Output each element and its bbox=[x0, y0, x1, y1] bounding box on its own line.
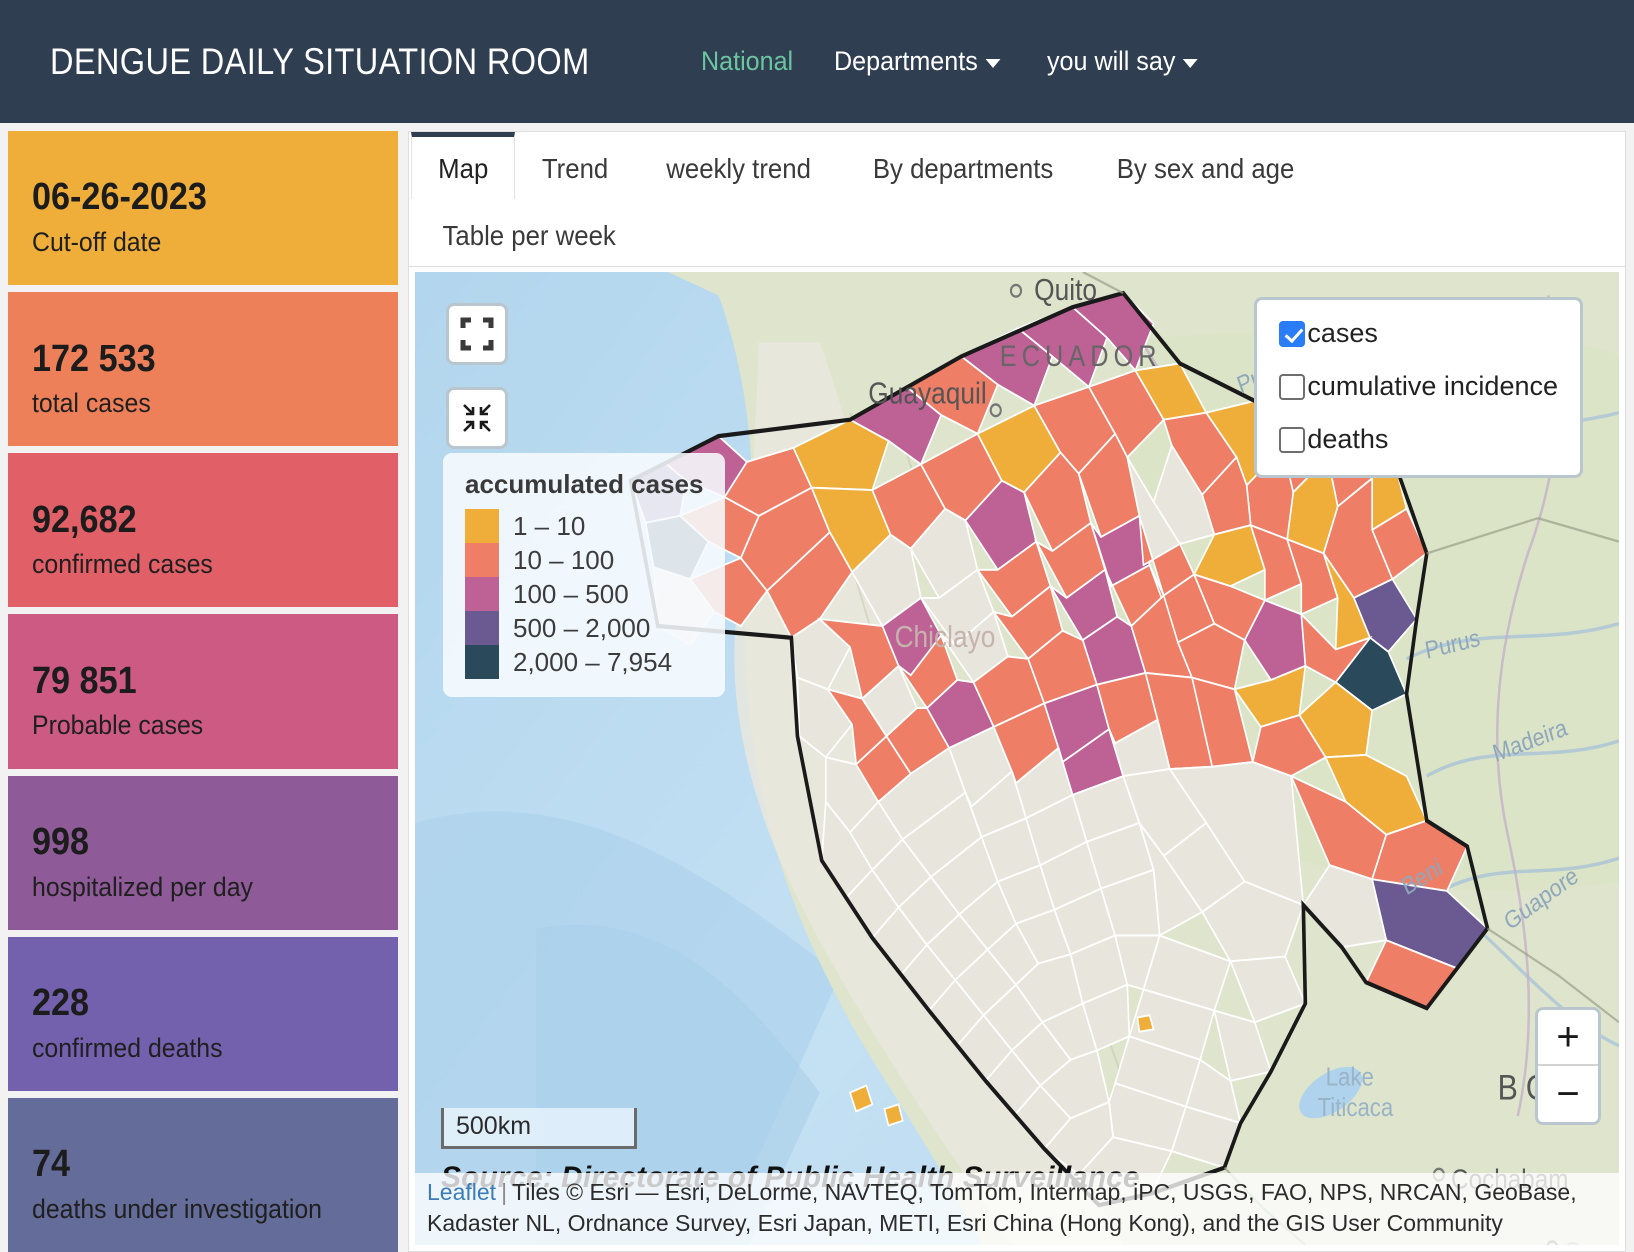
legend-label: 2,000 – 7,954 bbox=[513, 646, 673, 677]
legend-title: accumulated cases bbox=[465, 469, 704, 499]
stat-value: 998 bbox=[32, 820, 90, 863]
tab-map[interactable]: Map bbox=[411, 132, 516, 199]
svg-text:Chiclayo: Chiclayo bbox=[895, 620, 996, 654]
legend-swatch bbox=[465, 577, 499, 611]
layer-option-cumulative-incidence[interactable]: cumulative incidence bbox=[1279, 371, 1558, 402]
attribution-line-1: Leaflet | Tiles © Esri — Esri, DeLorme, NA… bbox=[427, 1177, 1607, 1208]
tab-table-per-week[interactable]: Table per week bbox=[411, 199, 1623, 266]
layer-control: cases cumulative incidence deaths bbox=[1254, 297, 1583, 478]
chevron-down-icon bbox=[1182, 59, 1198, 68]
legend-swatch bbox=[465, 543, 499, 577]
zoom-out-button[interactable]: − bbox=[1538, 1066, 1598, 1122]
svg-text:Lake: Lake bbox=[1326, 1063, 1374, 1092]
layer-option-cases[interactable]: cases bbox=[1279, 318, 1558, 349]
legend-item: 1 – 10 bbox=[465, 509, 703, 543]
tab-label: By departments bbox=[872, 153, 1054, 184]
legend-swatch bbox=[465, 611, 499, 645]
stat-value: 74 bbox=[32, 1143, 71, 1186]
svg-text:Quito: Quito bbox=[1034, 273, 1097, 307]
stat-card-deaths-under-investigation: 74 deaths under investigation bbox=[8, 1097, 398, 1252]
stat-label: confirmed deaths bbox=[32, 1032, 223, 1063]
legend-item: 500 – 2,000 bbox=[465, 611, 703, 645]
legend-swatch bbox=[465, 645, 499, 679]
svg-text:Titicaca: Titicaca bbox=[1317, 1094, 1393, 1123]
layer-label: cumulative incidence bbox=[1307, 371, 1558, 401]
layer-label: deaths bbox=[1307, 424, 1389, 454]
stats-sidebar: 06-26-2023 Cut-off date 172 533 total ca… bbox=[8, 131, 398, 1252]
stat-card-confirmed-cases: 92,682 confirmed cases bbox=[8, 453, 398, 608]
stat-label: Probable cases bbox=[32, 710, 204, 741]
tab-bar: Map Trend weekly trend By departments By… bbox=[409, 132, 1625, 267]
tab-label: By sex and age bbox=[1116, 153, 1295, 184]
tab-label: Map bbox=[438, 153, 489, 184]
nav-item-you-will-say[interactable]: you will say bbox=[1047, 46, 1198, 77]
layer-label: cases bbox=[1307, 318, 1378, 348]
legend-label: 100 – 500 bbox=[513, 578, 629, 609]
stat-label: confirmed cases bbox=[32, 549, 213, 580]
top-navbar: DENGUE DAILY SITUATION ROOM National Dep… bbox=[0, 0, 1634, 123]
zoom-control: + − bbox=[1535, 1007, 1601, 1125]
chevron-down-icon bbox=[985, 59, 1001, 68]
svg-text:Guayaquil: Guayaquil bbox=[868, 377, 986, 411]
stat-value: 228 bbox=[32, 982, 90, 1025]
tab-weekly-trend[interactable]: weekly trend bbox=[636, 132, 841, 199]
legend-swatch bbox=[465, 509, 499, 543]
stat-card-total-cases: 172 533 total cases bbox=[8, 292, 398, 447]
country-boundary bbox=[628, 290, 1490, 1208]
stat-card-hospitalized: 998 hospitalized per day bbox=[8, 775, 398, 930]
stat-label: total cases bbox=[32, 388, 151, 419]
nav-label-you-will-say: you will say bbox=[1046, 46, 1176, 76]
fullscreen-button[interactable] bbox=[446, 303, 508, 365]
app-title: DENGUE DAILY SITUATION ROOM bbox=[50, 40, 590, 82]
legend-item: 2,000 – 7,954 bbox=[465, 645, 703, 679]
stat-value: 79 851 bbox=[32, 659, 137, 702]
tab-label: Trend bbox=[542, 153, 609, 184]
stat-value: 92,682 bbox=[32, 498, 137, 541]
attribution-separator: | bbox=[501, 1178, 508, 1205]
attribution-line-2: Kadaster NL, Ordnance Survey, Esri Japan… bbox=[427, 1209, 1503, 1236]
stat-card-cutoff-date: 06-26-2023 Cut-off date bbox=[8, 131, 398, 286]
stat-label: hospitalized per day bbox=[32, 871, 253, 902]
stat-value: 06-26-2023 bbox=[32, 176, 207, 219]
map-legend: accumulated cases 1 – 10 10 – 100 100 – … bbox=[443, 453, 726, 697]
main-nav: National Departments you will say bbox=[701, 46, 1209, 77]
legend-item: 10 – 100 bbox=[465, 543, 703, 577]
svg-text:ECUADOR: ECUADOR bbox=[1000, 339, 1162, 372]
attribution-text-1: Tiles © Esri — Esri, DeLorme, NAVTEQ, To… bbox=[512, 1178, 1577, 1205]
nav-label-national: National bbox=[701, 46, 794, 76]
tab-by-sex-and-age[interactable]: By sex and age bbox=[1085, 132, 1326, 199]
leaflet-link[interactable]: Leaflet bbox=[427, 1178, 497, 1205]
layer-option-deaths[interactable]: deaths bbox=[1279, 424, 1558, 455]
nav-item-departments[interactable]: Departments bbox=[834, 46, 1001, 77]
checkbox-cumulative-incidence[interactable] bbox=[1279, 373, 1306, 400]
compress-button[interactable] bbox=[446, 387, 508, 449]
map-scale-bar: 500km bbox=[441, 1108, 637, 1149]
checkbox-deaths[interactable] bbox=[1279, 426, 1306, 453]
legend-label: 1 – 10 bbox=[513, 510, 586, 541]
legend-label: 500 – 2,000 bbox=[513, 612, 651, 643]
stat-label: deaths under investigation bbox=[32, 1193, 323, 1224]
page-body: 06-26-2023 Cut-off date 172 533 total ca… bbox=[0, 123, 1634, 1252]
compress-icon bbox=[463, 404, 491, 432]
tab-label: Table per week bbox=[442, 220, 616, 251]
nav-label-departments: Departments bbox=[834, 46, 978, 76]
expand-icon bbox=[460, 317, 494, 351]
stat-card-confirmed-deaths: 228 confirmed deaths bbox=[8, 936, 398, 1091]
legend-item: 100 – 500 bbox=[465, 577, 703, 611]
scale-label: 500km bbox=[456, 1112, 532, 1140]
checkbox-cases[interactable] bbox=[1279, 320, 1306, 347]
zoom-in-button[interactable]: + bbox=[1538, 1010, 1598, 1066]
tab-by-departments[interactable]: By departments bbox=[841, 132, 1085, 199]
map-attribution: Leaflet | Tiles © Esri — Esri, DeLorme, NA… bbox=[415, 1172, 1619, 1245]
tab-label: weekly trend bbox=[665, 153, 811, 184]
tab-trend[interactable]: Trend bbox=[515, 132, 635, 199]
nav-item-national[interactable]: National bbox=[701, 46, 793, 77]
stat-label: Cut-off date bbox=[32, 226, 162, 257]
main-panel: Map Trend weekly trend By departments By… bbox=[408, 131, 1626, 1252]
stat-card-probable-cases: 79 851 Probable cases bbox=[8, 614, 398, 769]
stat-value: 172 533 bbox=[32, 337, 156, 380]
legend-label: 10 – 100 bbox=[513, 544, 615, 575]
map-container[interactable]: Quito ECUADOR Guayaquil Putumayo Chiclay… bbox=[415, 272, 1619, 1245]
